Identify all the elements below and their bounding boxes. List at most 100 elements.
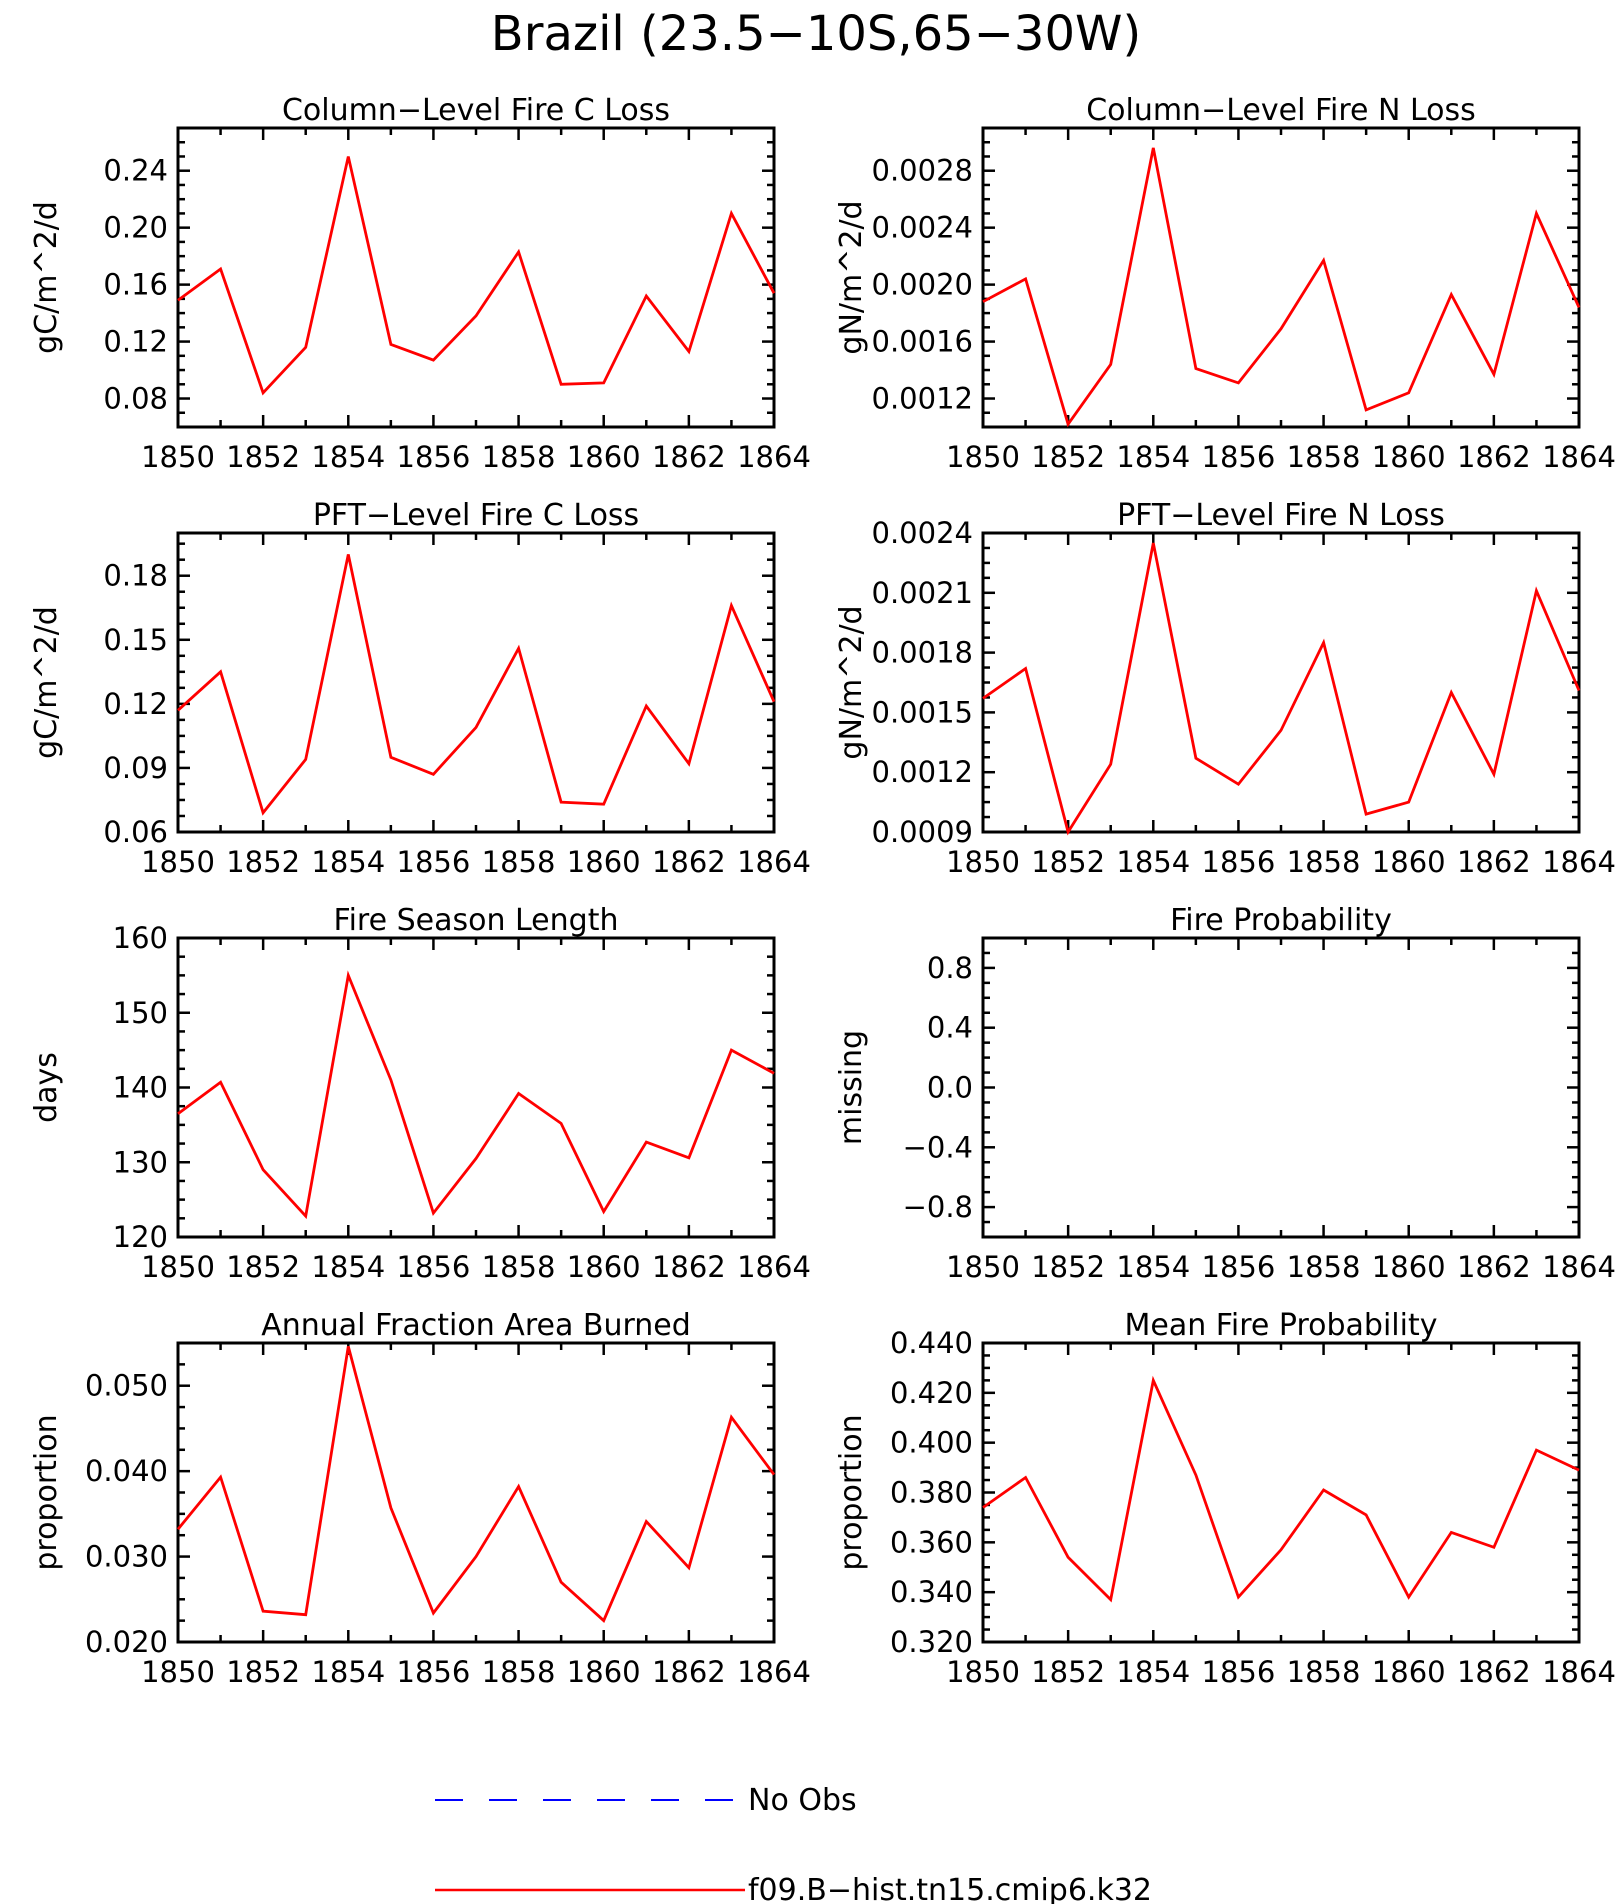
x-tick-label: 1852 xyxy=(226,1250,300,1284)
y-tick-label: 0.06 xyxy=(103,815,168,849)
x-tick-label: 1854 xyxy=(1116,1655,1190,1689)
x-tick-label: 1862 xyxy=(1457,440,1531,474)
series-line xyxy=(177,554,776,816)
y-axis-label: gN/m^2/d xyxy=(834,605,869,759)
y-tick-label: 0.0016 xyxy=(872,325,973,359)
x-tick-label: 1862 xyxy=(652,1655,726,1689)
x-tick-label: 1860 xyxy=(567,440,641,474)
y-tick-label: 140 xyxy=(113,1071,168,1105)
panel-pft-level-fire-c-loss: PFT−Level Fire C Loss gC/m^2/d 1850 1852 185… xyxy=(29,498,811,879)
x-tick-label: 1858 xyxy=(1287,1250,1361,1284)
plot-frame xyxy=(176,126,776,429)
x-tick-label: 1864 xyxy=(1542,845,1616,879)
y-tick-label: 0.040 xyxy=(85,1454,168,1488)
x-tick-label: 1864 xyxy=(737,440,811,474)
x-tick-label: 1858 xyxy=(1287,440,1361,474)
y-tick-label: 0.380 xyxy=(890,1476,973,1510)
legend-label-model: f09.B−hist.tn15.cmip6.k32 xyxy=(748,1873,1152,1904)
x-tick-label: 1856 xyxy=(1202,1250,1276,1284)
panel-fire-probability: Fire Probability missing 1850 1852 1854 1856 1… xyxy=(834,903,1616,1284)
x-tick-label: 1852 xyxy=(1031,1655,1105,1689)
y-tick-label: 0.0021 xyxy=(872,576,973,610)
x-tick-label: 1854 xyxy=(1116,845,1190,879)
y-tick-label: 0.12 xyxy=(103,687,168,721)
x-tick-label: 1858 xyxy=(1287,1655,1361,1689)
x-tick-label: 1850 xyxy=(946,1250,1020,1284)
y-tick-label: 0.20 xyxy=(103,211,168,245)
panel-title: Fire Probability xyxy=(1170,903,1392,938)
x-tick-label: 1856 xyxy=(1202,440,1276,474)
panel-title: PFT−Level Fire C Loss xyxy=(313,498,639,533)
x-tick-label: 1858 xyxy=(482,1655,556,1689)
plot-frame xyxy=(176,1341,776,1644)
y-tick-label: 0.15 xyxy=(103,623,168,657)
x-tick-label: 1852 xyxy=(1031,1250,1105,1284)
y-tick-label: 160 xyxy=(113,921,168,955)
x-tick-label: 1860 xyxy=(567,1655,641,1689)
panel-title: Column−Level Fire C Loss xyxy=(282,93,670,128)
panel-title: Annual Fraction Area Burned xyxy=(261,1308,691,1343)
y-axis-label: gN/m^2/d xyxy=(834,200,869,354)
y-tick-label: 0.08 xyxy=(103,382,168,416)
y-tick-label: 0.4 xyxy=(927,1011,973,1045)
plot-frame xyxy=(176,531,776,834)
x-tick-label: 1860 xyxy=(1372,845,1446,879)
panel-title: PFT−Level Fire N Loss xyxy=(1117,498,1445,533)
y-axis-label: gC/m^2/d xyxy=(29,606,64,759)
x-tick-label: 1860 xyxy=(1372,440,1446,474)
panel-title: Mean Fire Probability xyxy=(1125,1308,1438,1343)
x-tick-label: 1860 xyxy=(567,845,641,879)
y-axis-label: missing xyxy=(834,1030,869,1145)
x-tick-label: 1852 xyxy=(226,845,300,879)
x-tick-label: 1854 xyxy=(311,1250,385,1284)
figure-title: Brazil (23.5−10S,65−30W) xyxy=(491,6,1141,62)
x-tick-label: 1856 xyxy=(397,845,471,879)
x-tick-label: 1856 xyxy=(397,1655,471,1689)
x-tick-label: 1852 xyxy=(226,1655,300,1689)
y-tick-label: 130 xyxy=(113,1145,168,1179)
y-tick-label: 0.340 xyxy=(890,1575,973,1609)
x-tick-label: 1864 xyxy=(1542,1655,1616,1689)
x-tick-label: 1850 xyxy=(141,845,215,879)
x-tick-label: 1860 xyxy=(1372,1655,1446,1689)
x-tick-label: 1862 xyxy=(652,845,726,879)
x-tick-label: 1862 xyxy=(652,440,726,474)
x-tick-label: 1858 xyxy=(482,845,556,879)
series-line xyxy=(982,1375,1580,1603)
x-tick-label: 1864 xyxy=(737,1655,811,1689)
panel-annual-fraction-area-burned: Annual Fraction Area Burned proportion 185… xyxy=(29,1308,811,1689)
x-tick-label: 1852 xyxy=(1031,440,1105,474)
y-axis-label: proportion xyxy=(834,1414,869,1570)
panel-mean-fire-probability: Mean Fire Probability proportion 1850 1852 1… xyxy=(834,1308,1616,1689)
plot-frame xyxy=(981,936,1581,1239)
x-tick-label: 1862 xyxy=(1457,845,1531,879)
plot-frame xyxy=(981,1341,1581,1644)
y-tick-label: 0.030 xyxy=(85,1540,168,1574)
x-tick-label: 1860 xyxy=(567,1250,641,1284)
y-axis-label: days xyxy=(29,1052,64,1123)
y-tick-label: 0.0015 xyxy=(872,695,973,729)
panel-title: Column−Level Fire N Loss xyxy=(1086,93,1476,128)
y-tick-label: 0.0 xyxy=(927,1071,973,1105)
y-tick-label: 0.440 xyxy=(890,1326,973,1360)
chart-panels: Column−Level Fire C Loss gC/m^2/d 1850 1852… xyxy=(29,93,1616,1689)
y-tick-label: −0.4 xyxy=(903,1130,973,1164)
y-tick-label: 0.09 xyxy=(103,751,168,785)
x-tick-label: 1854 xyxy=(311,440,385,474)
x-tick-label: 1852 xyxy=(1031,845,1105,879)
x-tick-label: 1852 xyxy=(226,440,300,474)
panel-title: Fire Season Length xyxy=(334,903,619,938)
x-tick-label: 1856 xyxy=(397,1250,471,1284)
y-tick-label: 0.0018 xyxy=(872,636,973,670)
series-line xyxy=(177,970,775,1220)
y-tick-label: 0.400 xyxy=(890,1426,973,1460)
y-axis-label: proportion xyxy=(29,1414,64,1570)
series-line xyxy=(176,1346,776,1623)
x-tick-label: 1850 xyxy=(946,440,1020,474)
plot-frame xyxy=(176,936,776,1239)
y-tick-label: 0.12 xyxy=(103,325,168,359)
x-tick-label: 1864 xyxy=(737,1250,811,1284)
y-tick-label: 0.0012 xyxy=(872,382,973,416)
y-tick-label: 120 xyxy=(113,1220,168,1254)
y-tick-label: 0.24 xyxy=(103,154,168,188)
